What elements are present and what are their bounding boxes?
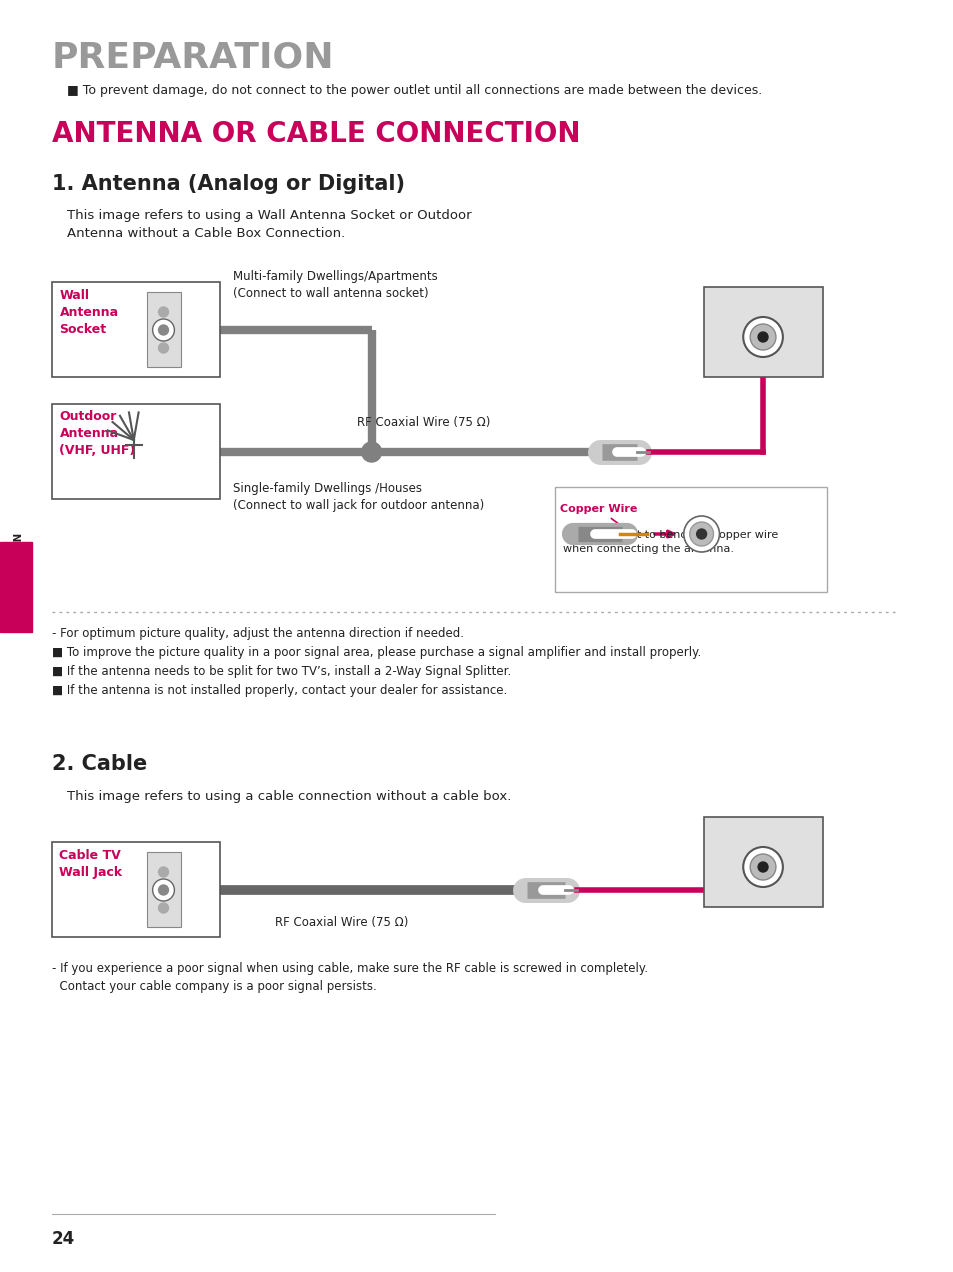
Bar <box>555 487 826 591</box>
Circle shape <box>683 516 719 552</box>
Circle shape <box>749 854 775 880</box>
Bar <box>51 404 220 499</box>
Bar <box>51 282 220 377</box>
Circle shape <box>689 522 713 546</box>
Text: Be careful not to bend the copper wire
when connecting the antenna.: Be careful not to bend the copper wire w… <box>562 530 778 555</box>
Bar <box>703 817 821 907</box>
Bar <box>51 842 220 937</box>
Circle shape <box>696 529 706 539</box>
Text: Wall
Antenna
Socket: Wall Antenna Socket <box>59 289 118 336</box>
Text: RF Coaxial Wire (75 Ω): RF Coaxial Wire (75 Ω) <box>356 416 490 429</box>
Text: Single-family Dwellings /Houses
(Connect to wall jack for outdoor antenna): Single-family Dwellings /Houses (Connect… <box>233 482 483 513</box>
Circle shape <box>758 862 767 873</box>
Text: ANTENNA IN: ANTENNA IN <box>730 826 795 834</box>
Text: 2. Cable: 2. Cable <box>51 754 147 773</box>
Circle shape <box>158 885 169 895</box>
Text: - If you experience a poor signal when using cable, make sure the RF cable is sc: - If you experience a poor signal when u… <box>51 962 647 976</box>
Text: PREPARATION: PREPARATION <box>51 39 334 74</box>
Circle shape <box>152 879 174 901</box>
Circle shape <box>742 847 782 887</box>
Circle shape <box>158 903 169 913</box>
Circle shape <box>758 332 767 342</box>
Circle shape <box>361 441 381 462</box>
Circle shape <box>158 868 169 876</box>
Bar <box>147 852 181 927</box>
Text: This image refers to using a cable connection without a cable box.: This image refers to using a cable conne… <box>68 790 511 803</box>
Text: ■ To prevent damage, do not connect to the power outlet until all connections ar: ■ To prevent damage, do not connect to t… <box>68 84 761 97</box>
Circle shape <box>152 319 174 341</box>
Circle shape <box>158 343 169 354</box>
Text: This image refers to using a Wall Antenna Socket or Outdoor
Antenna without a Ca: This image refers to using a Wall Antenn… <box>68 209 472 240</box>
Text: Cable TV
Wall Jack: Cable TV Wall Jack <box>59 848 122 879</box>
Text: Copper Wire: Copper Wire <box>559 504 637 533</box>
Text: Contact your cable company is a poor signal persists.: Contact your cable company is a poor sig… <box>51 979 375 993</box>
Text: ■ To improve the picture quality in a poor signal area, please purchase a signal: ■ To improve the picture quality in a po… <box>51 646 700 659</box>
Text: PREPARATION: PREPARATION <box>12 532 23 613</box>
Text: Outdoor
Antenna
(VHF, UHF): Outdoor Antenna (VHF, UHF) <box>59 410 135 457</box>
Text: RF Coaxial Wire (75 Ω): RF Coaxial Wire (75 Ω) <box>275 916 409 929</box>
Text: Multi-family Dwellings/Apartments
(Connect to wall antenna socket): Multi-family Dwellings/Apartments (Conne… <box>233 270 437 300</box>
Bar <box>147 293 181 368</box>
Circle shape <box>158 326 169 335</box>
Text: 24: 24 <box>51 1230 74 1248</box>
Bar <box>703 287 821 377</box>
Text: ANTENNA OR CABLE CONNECTION: ANTENNA OR CABLE CONNECTION <box>51 120 579 148</box>
Circle shape <box>158 307 169 317</box>
Circle shape <box>742 317 782 357</box>
Text: ANTENNA IN: ANTENNA IN <box>730 295 795 305</box>
Text: ■ If the antenna needs to be split for two TV’s, install a 2-Way Signal Splitter: ■ If the antenna needs to be split for t… <box>51 665 510 678</box>
Text: - For optimum picture quality, adjust the antenna direction if needed.: - For optimum picture quality, adjust th… <box>51 627 463 640</box>
Bar <box>0 542 31 632</box>
Circle shape <box>749 324 775 350</box>
Text: 1. Antenna (Analog or Digital): 1. Antenna (Analog or Digital) <box>51 174 404 195</box>
Text: ■ If the antenna is not installed properly, contact your dealer for assistance.: ■ If the antenna is not installed proper… <box>51 684 506 697</box>
